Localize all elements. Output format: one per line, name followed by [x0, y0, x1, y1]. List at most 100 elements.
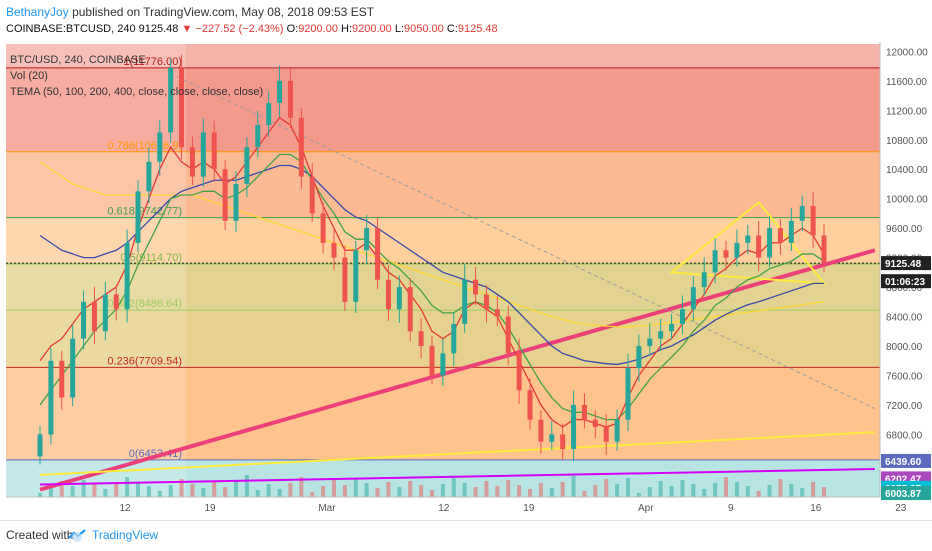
volume-bar [604, 479, 609, 497]
candle-body [375, 228, 381, 280]
volume-bar [560, 482, 565, 497]
trendline [39, 431, 875, 476]
candle-body [527, 390, 533, 420]
volume-bar [451, 478, 456, 497]
candle-body [440, 353, 446, 376]
candle-body [277, 80, 283, 103]
price-axis[interactable]: 12000.00 11600.00 11200.00 10800.00 10400.00… [879, 42, 932, 520]
volume-bar [734, 482, 739, 497]
candle-body [658, 331, 664, 339]
ohlc-line: COINBASE:BTCUSD, 240 9125.48 ▼ −227.52 (… [6, 23, 498, 35]
candle-body [505, 316, 511, 354]
high-value: 9200.00 [352, 23, 392, 35]
candle-body [48, 360, 54, 435]
candle-body [581, 404, 587, 420]
volume-bar [636, 493, 641, 497]
fib-level-label: 0.5(9114.70) [120, 252, 182, 264]
volume-bar [419, 485, 424, 497]
candle-body [429, 346, 435, 376]
candle-body [538, 419, 544, 442]
volume-bar [713, 483, 718, 497]
candle-body [636, 346, 642, 369]
trendline [39, 248, 876, 492]
low-value: 9050.00 [404, 23, 444, 35]
price-chart[interactable]: 1(11776.00)0.786(10636.9)0.618(9742.77)0… [0, 42, 932, 520]
volume-bar [495, 486, 500, 497]
volume-bar [626, 478, 630, 497]
candle-body [734, 242, 740, 258]
candle-body [701, 272, 707, 288]
volume-bar [549, 488, 554, 497]
price-tag [881, 256, 931, 271]
price-tick-label: 8400.00 [886, 313, 923, 324]
candle-body [91, 301, 97, 332]
last-price: 9125.48 [138, 23, 179, 35]
candle-body [211, 132, 217, 170]
volume-bar [691, 484, 696, 497]
candle-body [549, 434, 555, 442]
price-tag [881, 486, 931, 501]
candle-body [483, 294, 489, 310]
price-tick-label: 9600.00 [886, 224, 923, 235]
candle-body [233, 183, 239, 221]
candle-body [571, 404, 577, 450]
candle-body [788, 220, 794, 243]
time-tick-label: Apr [638, 503, 654, 514]
price-tick-label: 6800.00 [886, 430, 923, 441]
fib-level-label: 0.236(7709.54) [107, 355, 182, 367]
volume-bar [223, 487, 228, 497]
volume-bar [157, 491, 162, 497]
time-tick-label: 9 [728, 503, 734, 514]
trendline [170, 73, 876, 410]
candle-body [396, 287, 402, 310]
volume-bar [342, 485, 347, 497]
volume-bar [408, 481, 413, 497]
fib-band [6, 151, 880, 218]
tradingview-link[interactable]: TradingView [92, 528, 159, 542]
price-tick-label: 8800.00 [886, 283, 923, 294]
candle-body [462, 279, 468, 324]
volume-bar [440, 484, 445, 497]
price-tick-label: 11600.00 [886, 77, 927, 88]
candle-body [342, 257, 348, 302]
fib-band [6, 263, 880, 311]
time-axis[interactable]: 1219Mar1219Apr91623May [6, 496, 932, 514]
volume-bar [658, 481, 663, 497]
price-tag-label: 6439.60 [885, 457, 922, 468]
fib-band-top [6, 44, 880, 68]
volume-bar [212, 482, 217, 497]
candle-body [189, 147, 195, 177]
candle-body [451, 323, 457, 354]
candle-body [179, 67, 185, 148]
chart-header: BethanyJoy published on TradingView.com,… [0, 0, 932, 42]
volume-bar [484, 481, 489, 497]
price-tick-label: 7200.00 [886, 401, 923, 412]
candle-body [669, 323, 675, 332]
volume-bar [822, 487, 826, 497]
candle-body [353, 250, 359, 302]
fib-retracement: 1(11776.00)0.786(10636.9)0.618(9742.77)0… [6, 44, 880, 497]
volume-bar [201, 488, 206, 497]
candle-body [777, 228, 783, 243]
candle-body [70, 338, 76, 398]
volume-bar [800, 488, 805, 497]
candle-body [135, 191, 141, 243]
volume-bar [255, 490, 260, 497]
volume-bar [767, 485, 772, 497]
time-tick-label: 12 [119, 503, 131, 514]
volume-bar [266, 484, 271, 497]
volume-bar [386, 482, 391, 497]
volume-bar [811, 482, 816, 497]
candle-body [494, 309, 500, 317]
chart-legend: BTC/USD, 240, COINBASE Vol (20) TEMA (50… [10, 54, 263, 98]
author-link[interactable]: BethanyJoy [6, 5, 69, 19]
footer: Created with TradingView [0, 520, 932, 551]
candle-body [723, 250, 729, 258]
volume-bar [375, 488, 380, 497]
candle-body [157, 132, 163, 162]
volume-bar [288, 483, 293, 497]
volume-bar [114, 483, 119, 497]
trendlines[interactable] [39, 73, 876, 492]
time-tick-label: 16 [810, 503, 822, 514]
candle-body [821, 235, 827, 264]
